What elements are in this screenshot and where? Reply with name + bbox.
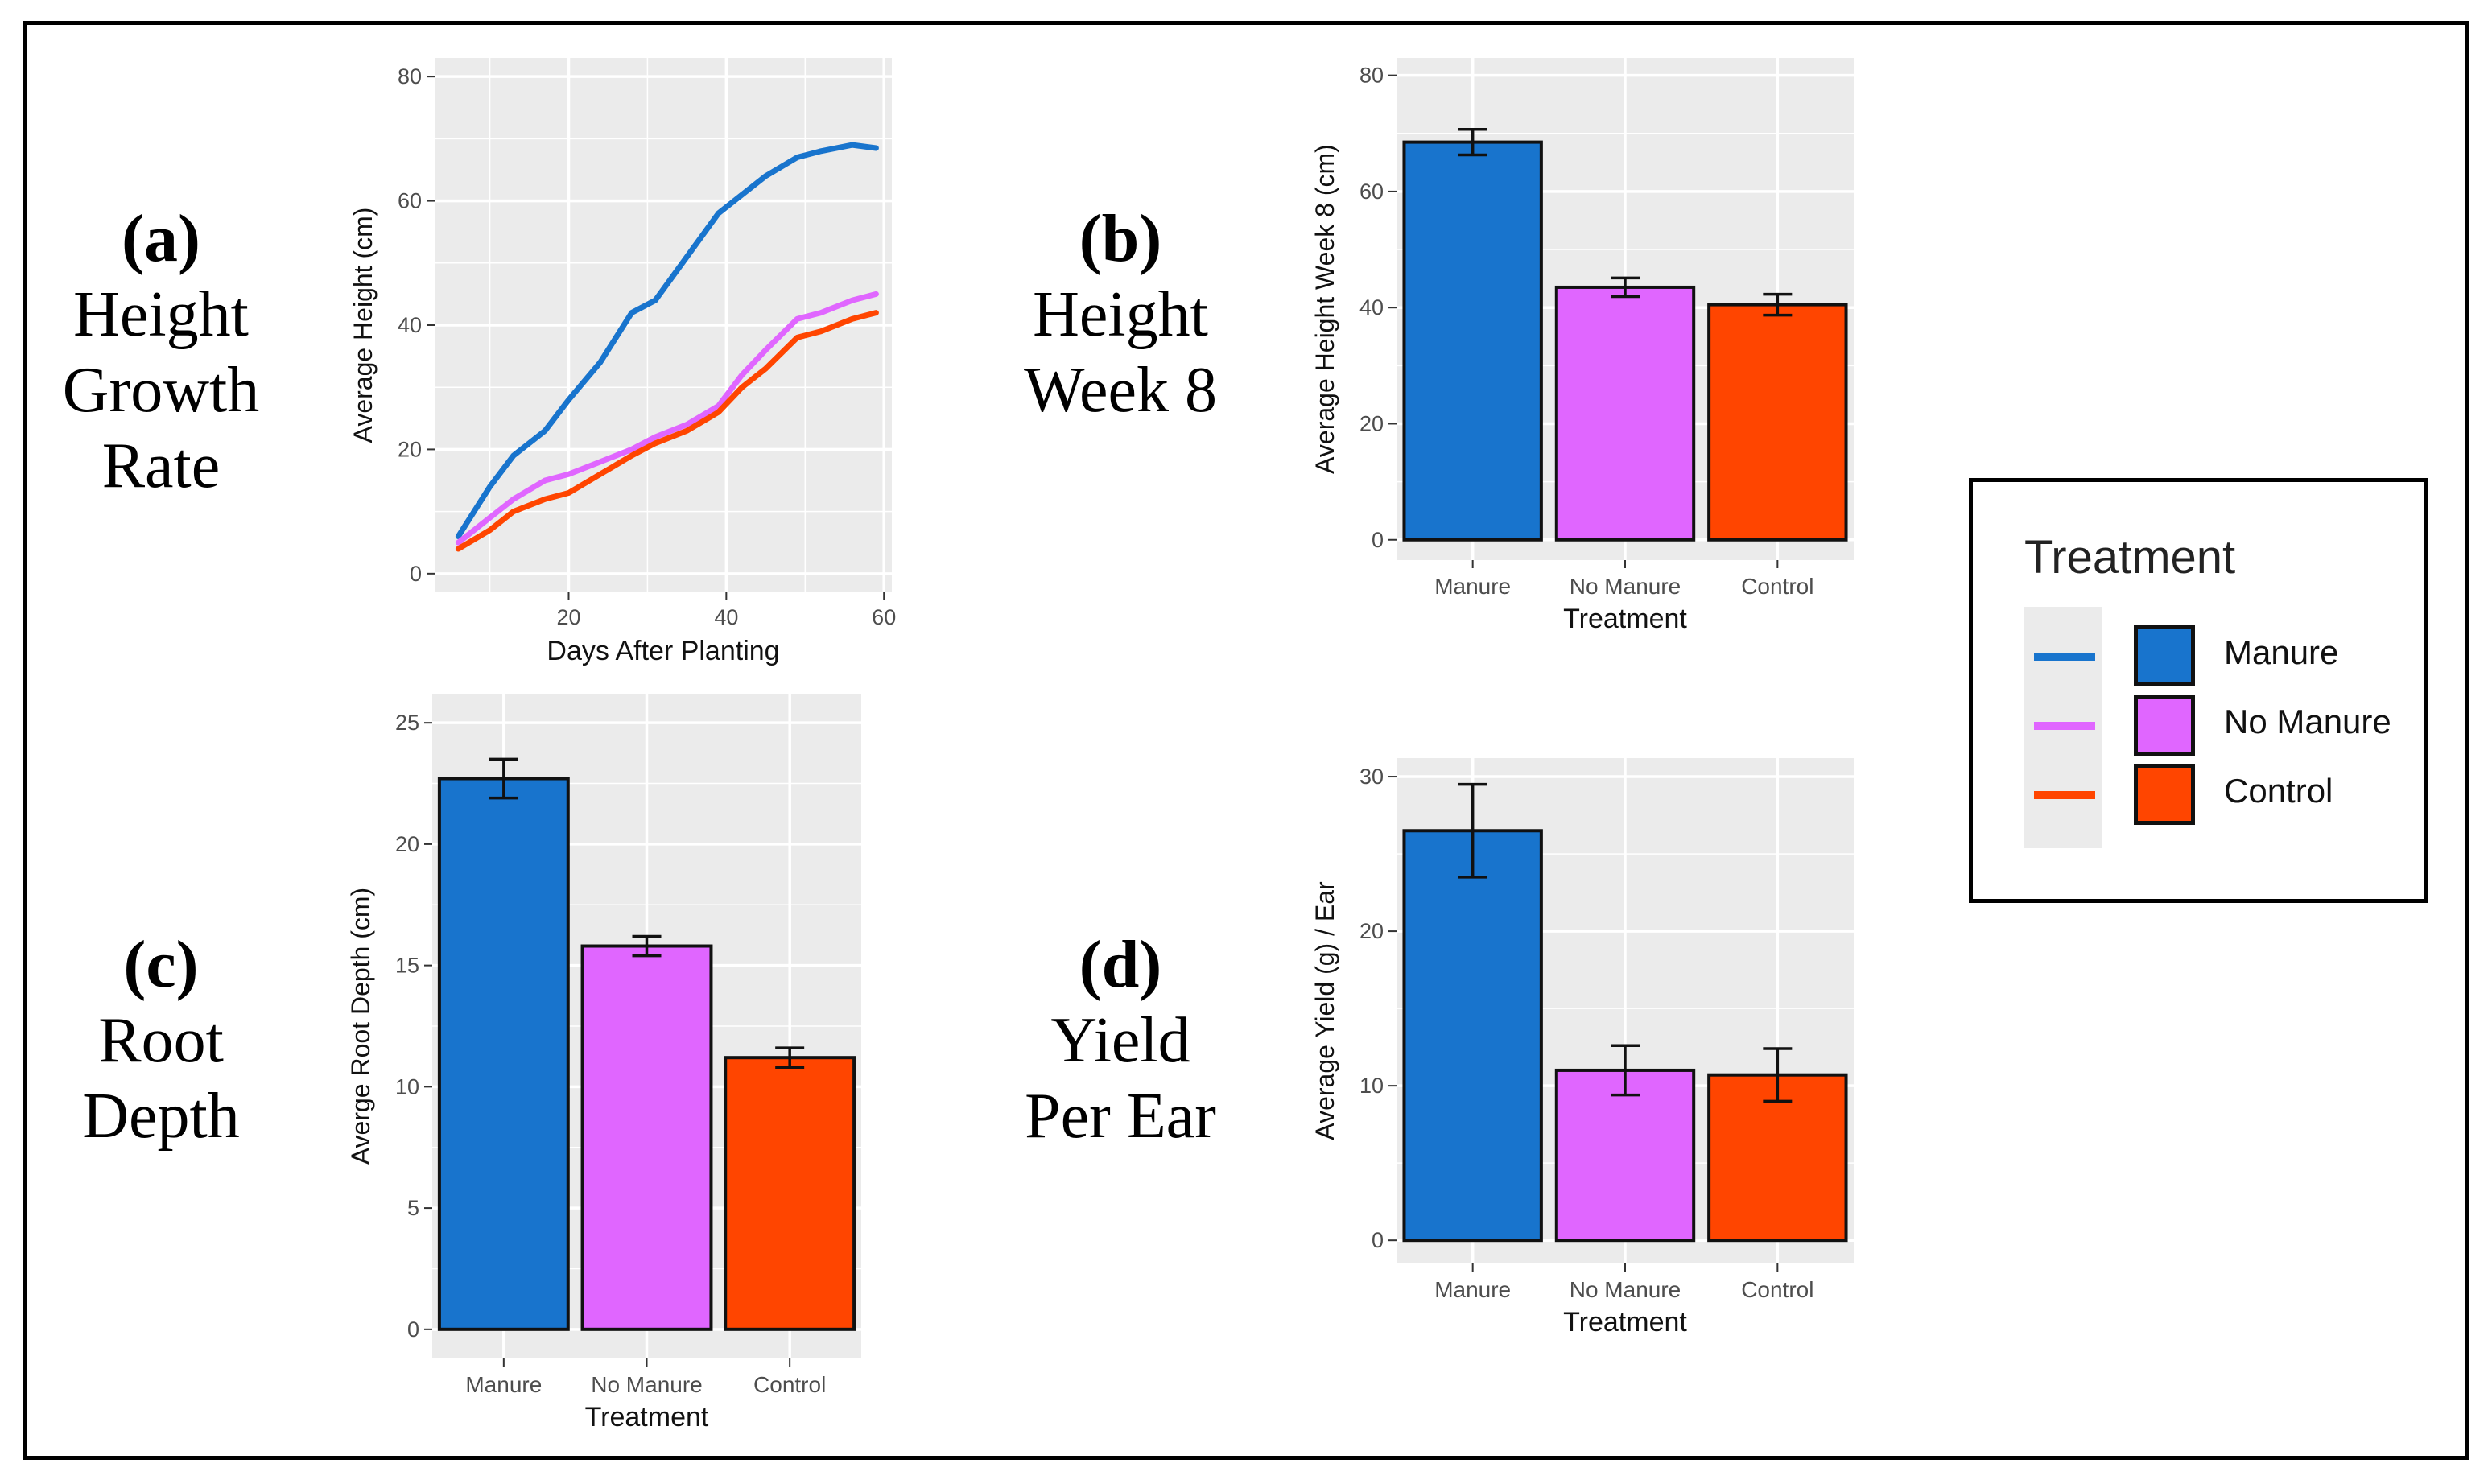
figure-frame — [23, 21, 2469, 1460]
bar-control — [724, 1056, 856, 1331]
panel-label-a: (a) Height Growth Rate — [32, 201, 290, 504]
panel-line: Depth — [82, 1081, 240, 1152]
panel-letter-c: (c) — [123, 927, 199, 1002]
x-tick-label: 60 — [872, 605, 896, 629]
bar-no-manure — [1554, 1068, 1696, 1243]
y-tick-label: 40 — [398, 313, 422, 337]
x-axis-title: Days After Planting — [547, 636, 779, 666]
bar-manure — [1402, 140, 1543, 542]
y-tick-label: 10 — [395, 1074, 419, 1099]
legend-label-manure: Manure — [2224, 633, 2339, 671]
panel-letter-d: (d) — [1079, 927, 1162, 1002]
y-tick-label: 25 — [395, 711, 419, 735]
y-tick-label: 40 — [1359, 295, 1384, 319]
x-tick-label: Manure — [1434, 1277, 1511, 1302]
panel-line: Per Ear — [1025, 1081, 1216, 1152]
panel-line: Height — [73, 279, 249, 350]
legend-swatch-no-manure — [2134, 695, 2195, 756]
y-tick-label: 80 — [398, 64, 422, 89]
series-line-manure — [455, 142, 879, 539]
chart-b: 0 20 40 60 80 Manure No Manure Control Treatment… — [1310, 58, 1854, 634]
legend-item-no-manure: No Manure — [1973, 691, 2424, 761]
y-axis-title: Average Yield (g) / Ear — [1310, 881, 1339, 1140]
x-axis-title: Treatment — [585, 1402, 709, 1432]
y-tick-label: 20 — [1359, 411, 1384, 435]
panel-label-c: (c) Root Depth — [32, 927, 290, 1154]
y-axis-title: Averge Root Depth (cm) — [346, 888, 375, 1165]
x-tick-label: 40 — [714, 605, 738, 629]
panel-line: Rate — [101, 431, 221, 501]
legend-swatch-manure — [2134, 625, 2195, 686]
y-tick-label: 5 — [407, 1196, 419, 1220]
y-axis-title: Average Height Week 8 (cm) — [1310, 144, 1339, 474]
panel-label-b: (b) Height Week 8 — [992, 201, 1249, 428]
chart-d: 0 10 20 30 Manure No Manure Control Treatment Av… — [1310, 758, 1854, 1338]
legend-item-manure: Manure — [1973, 622, 2424, 691]
x-tick-label: Manure — [465, 1372, 542, 1397]
panel-line: Growth — [62, 355, 260, 426]
panel-line: Yield — [1050, 1005, 1190, 1076]
series-line-control — [455, 310, 879, 552]
x-tick-label: No Manure — [591, 1372, 703, 1397]
legend-line-manure — [2034, 653, 2095, 661]
y-tick-label: 20 — [398, 437, 422, 461]
bar-manure — [1402, 829, 1543, 1243]
x-tick-label: No Manure — [1570, 574, 1681, 599]
chart-a: 0 20 40 60 80 20 40 60 Days After Planting Averag… — [349, 58, 896, 666]
legend-label-control: Control — [2224, 772, 2333, 810]
y-tick-label: 0 — [407, 1317, 419, 1342]
bar-manure — [437, 777, 570, 1331]
legend-label-no-manure: No Manure — [2224, 703, 2391, 740]
series-line-no-manure — [455, 291, 879, 546]
y-tick-label: 60 — [1359, 179, 1384, 204]
y-tick-label: 80 — [1359, 64, 1384, 88]
legend-title: Treatment — [2024, 531, 2236, 583]
y-tick-label: 10 — [1359, 1074, 1384, 1098]
x-tick-label: Control — [753, 1372, 826, 1397]
y-tick-label: 0 — [1372, 528, 1384, 552]
y-tick-label: 0 — [1372, 1228, 1384, 1252]
y-tick-label: 30 — [1359, 765, 1384, 789]
y-tick-label: 0 — [410, 562, 422, 586]
x-tick-label: Control — [1741, 1277, 1813, 1302]
y-tick-label: 15 — [395, 954, 419, 978]
legend-line-control — [2034, 791, 2095, 799]
y-tick-label: 60 — [398, 189, 422, 213]
y-axis-title: Average Height (cm) — [349, 208, 378, 443]
panel-line: Week 8 — [1023, 355, 1218, 426]
y-tick-label: 20 — [395, 832, 419, 856]
legend-item-control: Control — [1973, 761, 2424, 830]
panel-line: Root — [98, 1005, 224, 1076]
x-tick-label: Control — [1741, 574, 1813, 599]
x-axis-title: Treatment — [1563, 604, 1687, 634]
x-tick-label: Manure — [1434, 574, 1511, 599]
panel-letter-a: (a) — [122, 201, 200, 276]
bar-control — [1707, 303, 1848, 542]
panel-letter-b: (b) — [1079, 201, 1162, 276]
x-axis-title: Treatment — [1563, 1307, 1687, 1338]
legend-swatch-control — [2134, 764, 2195, 825]
panel-label-d: (d) Yield Per Ear — [992, 927, 1249, 1154]
legend-line-no-manure — [2034, 722, 2095, 730]
panel-line: Height — [1033, 279, 1208, 350]
bar-no-manure — [1554, 285, 1696, 542]
x-tick-label: No Manure — [1570, 1277, 1681, 1302]
chart-c: 0 5 10 15 20 25 Manure No Manure Control Treatmen… — [346, 694, 861, 1432]
x-tick-label: 20 — [556, 605, 580, 629]
legend: Treatment Manure No Manure Control — [1969, 478, 2428, 903]
bar-no-manure — [580, 944, 713, 1331]
y-tick-label: 20 — [1359, 919, 1384, 943]
